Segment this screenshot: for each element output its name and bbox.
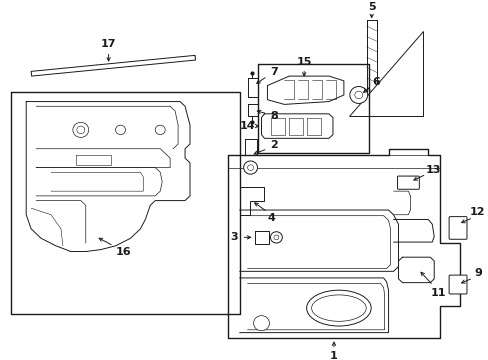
Circle shape <box>273 235 278 240</box>
Text: 8: 8 <box>270 111 278 121</box>
Text: 5: 5 <box>367 2 375 12</box>
Ellipse shape <box>306 290 370 326</box>
Circle shape <box>349 86 367 103</box>
Text: 1: 1 <box>329 351 337 360</box>
Text: 12: 12 <box>469 207 485 217</box>
Circle shape <box>354 91 362 99</box>
Polygon shape <box>31 55 195 76</box>
Circle shape <box>247 165 253 170</box>
Text: 15: 15 <box>296 57 311 67</box>
Circle shape <box>73 122 88 138</box>
Text: 11: 11 <box>429 288 445 298</box>
Text: 17: 17 <box>101 39 116 49</box>
Text: 7: 7 <box>270 67 278 77</box>
Circle shape <box>270 232 282 243</box>
Text: 13: 13 <box>425 165 440 175</box>
Text: 16: 16 <box>116 247 131 257</box>
FancyBboxPatch shape <box>448 275 466 294</box>
Circle shape <box>155 125 165 135</box>
FancyBboxPatch shape <box>448 217 466 239</box>
Text: 6: 6 <box>372 77 380 87</box>
Text: 2: 2 <box>270 140 278 150</box>
FancyBboxPatch shape <box>397 176 419 189</box>
Circle shape <box>253 316 269 331</box>
Text: 3: 3 <box>229 232 237 242</box>
Text: 14: 14 <box>239 121 255 131</box>
Circle shape <box>77 126 84 134</box>
Ellipse shape <box>311 295 366 321</box>
Text: 4: 4 <box>267 212 275 222</box>
Circle shape <box>243 161 257 174</box>
Text: 9: 9 <box>473 268 481 278</box>
Polygon shape <box>348 31 423 116</box>
Circle shape <box>115 125 125 135</box>
